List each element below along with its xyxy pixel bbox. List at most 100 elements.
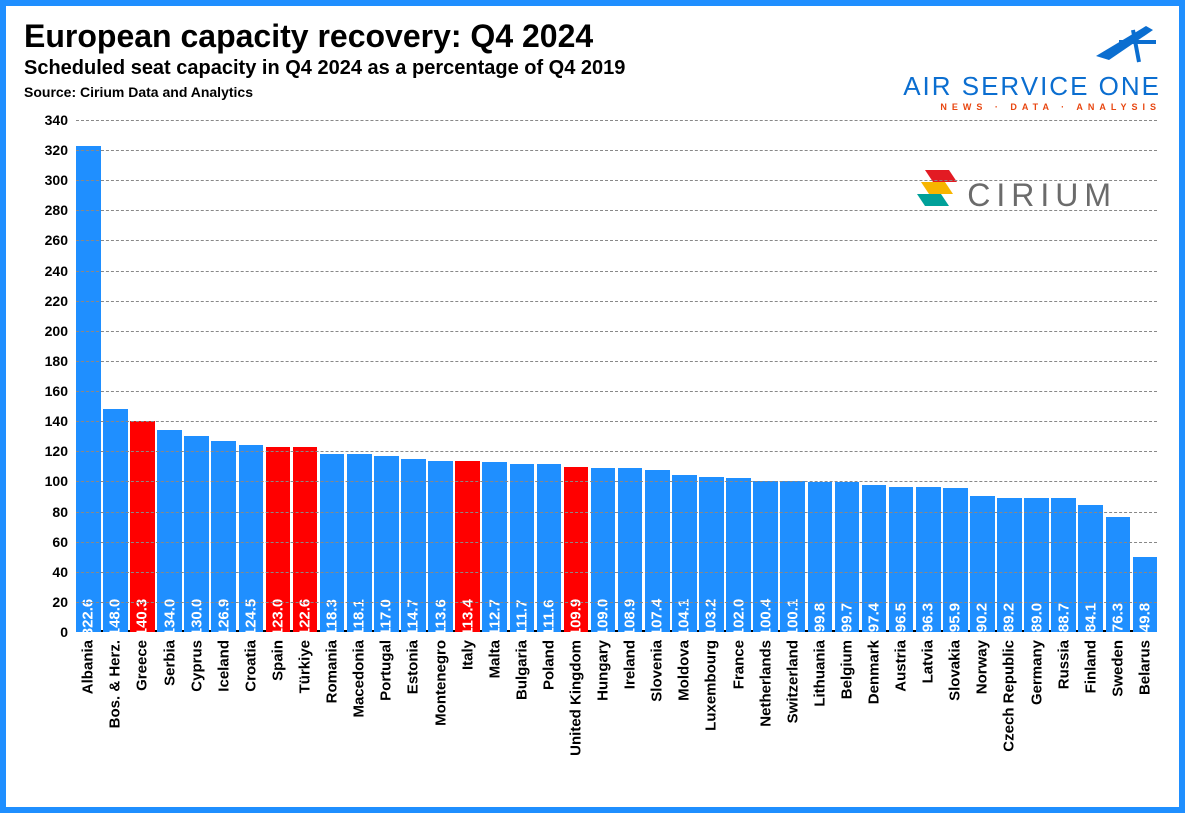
bar: 107.4 bbox=[645, 470, 670, 632]
y-tick-label: 20 bbox=[52, 594, 68, 610]
bar-slot: 322.6 bbox=[76, 120, 101, 632]
y-tick-label: 120 bbox=[45, 443, 68, 459]
y-tick-label: 100 bbox=[45, 473, 68, 489]
bar-slot: 109.9 bbox=[564, 120, 589, 632]
bar-slot: 134.0 bbox=[157, 120, 182, 632]
brand-logo-icon bbox=[903, 18, 1161, 71]
bar-slot: 89.2 bbox=[997, 120, 1022, 632]
bar-slot: 109.0 bbox=[591, 120, 616, 632]
bar: 100.1 bbox=[780, 481, 805, 632]
x-axis-label: Spain bbox=[269, 640, 286, 681]
brand-name: AIR SERVICE ONE bbox=[903, 71, 1161, 102]
header: European capacity recovery: Q4 2024 Sche… bbox=[24, 18, 1161, 112]
x-axis-label: Netherlands bbox=[757, 640, 774, 727]
bar-value-label: 134.0 bbox=[161, 599, 178, 637]
bar-value-label: 99.7 bbox=[838, 603, 855, 632]
bar-slot: 140.3 bbox=[130, 120, 155, 632]
x-axis-label: Belarus bbox=[1136, 640, 1153, 695]
bar-value-label: 123.0 bbox=[269, 599, 286, 637]
x-axis-label: Lithuania bbox=[811, 640, 828, 707]
x-axis-label: Latvia bbox=[920, 640, 937, 683]
y-tick-label: 0 bbox=[60, 624, 68, 640]
bar: 99.7 bbox=[835, 482, 860, 632]
chart-title: European capacity recovery: Q4 2024 bbox=[24, 18, 903, 55]
bar-slot: 76.3 bbox=[1106, 120, 1131, 632]
x-axis-label: Russia bbox=[1055, 640, 1072, 689]
x-axis-label: Moldova bbox=[676, 640, 693, 701]
bar: 96.5 bbox=[889, 487, 914, 632]
bar-value-label: 322.6 bbox=[80, 599, 97, 637]
bar: 89.2 bbox=[997, 498, 1022, 632]
x-axis-label: Greece bbox=[134, 640, 151, 691]
x-axis-label: Czech Republic bbox=[1001, 640, 1018, 752]
bar: 108.9 bbox=[618, 468, 643, 632]
bar-slot: 99.8 bbox=[808, 120, 833, 632]
bar-slot: 96.3 bbox=[916, 120, 941, 632]
gridline bbox=[76, 542, 1157, 543]
bar-value-label: 84.1 bbox=[1082, 603, 1099, 632]
bar-slot: 118.1 bbox=[347, 120, 372, 632]
bar: 100.4 bbox=[753, 481, 778, 632]
x-axis-label: Romania bbox=[324, 640, 341, 703]
bar: 113.4 bbox=[455, 461, 480, 632]
bar-value-label: 102.0 bbox=[730, 599, 747, 637]
bar-value-label: 104.1 bbox=[676, 599, 693, 637]
bar-slot: 100.4 bbox=[753, 120, 778, 632]
x-axis-label: Slovenia bbox=[649, 640, 666, 702]
x-axis-label: United Kingdom bbox=[567, 640, 584, 756]
bar-value-label: 97.4 bbox=[866, 603, 883, 632]
x-axis-label: Italy bbox=[459, 640, 476, 670]
bar: 112.7 bbox=[482, 462, 507, 632]
x-axis-label: Austria bbox=[893, 640, 910, 692]
y-tick-label: 240 bbox=[45, 263, 68, 279]
bar-slot: 84.1 bbox=[1078, 120, 1103, 632]
bar-value-label: 118.1 bbox=[351, 599, 368, 636]
x-axis-label: Croatia bbox=[242, 640, 259, 692]
x-axis-label: Serbia bbox=[161, 640, 178, 686]
y-tick-label: 220 bbox=[45, 293, 68, 309]
y-tick-label: 60 bbox=[52, 534, 68, 550]
y-tick-label: 320 bbox=[45, 142, 68, 158]
x-axis-label: France bbox=[730, 640, 747, 689]
x-axis-label: Estonia bbox=[405, 640, 422, 694]
bar-slot: 123.0 bbox=[266, 120, 291, 632]
bar-value-label: 49.8 bbox=[1136, 603, 1153, 632]
bar-slot: 113.4 bbox=[455, 120, 480, 632]
bar-value-label: 111.6 bbox=[540, 600, 557, 636]
bar: 89.0 bbox=[1024, 498, 1049, 632]
gridline bbox=[76, 361, 1157, 362]
x-axis-label: Cyprus bbox=[188, 640, 205, 692]
bar-slot: 49.8 bbox=[1133, 120, 1158, 632]
gridline bbox=[76, 512, 1157, 513]
plot-region: CIRIUM 322.6148.0140.3134.0130.0126.9124… bbox=[76, 120, 1157, 632]
bar-value-label: 89.2 bbox=[1001, 603, 1018, 632]
bar-value-label: 124.5 bbox=[242, 599, 259, 637]
y-tick-label: 300 bbox=[45, 172, 68, 188]
bar-slot: 100.1 bbox=[780, 120, 805, 632]
bar-slot: 102.0 bbox=[726, 120, 751, 632]
bar-value-label: 96.3 bbox=[920, 603, 937, 632]
y-tick-label: 340 bbox=[45, 112, 68, 128]
bar-slot: 122.6 bbox=[293, 120, 318, 632]
gridline bbox=[76, 271, 1157, 272]
bar-slot: 112.7 bbox=[482, 120, 507, 632]
bar-value-label: 76.3 bbox=[1109, 603, 1126, 632]
y-tick-label: 160 bbox=[45, 383, 68, 399]
bar-value-label: 88.7 bbox=[1055, 603, 1072, 632]
x-axis-label: Sweden bbox=[1109, 640, 1126, 697]
bar: 111.6 bbox=[537, 464, 562, 632]
y-tick-label: 40 bbox=[52, 564, 68, 580]
x-axis-label: Albania bbox=[80, 640, 97, 694]
x-axis-label: Iceland bbox=[215, 640, 232, 692]
gridline bbox=[76, 180, 1157, 181]
bar-value-label: 111.7 bbox=[513, 600, 530, 636]
gridline bbox=[76, 240, 1157, 241]
x-axis-label: Luxembourg bbox=[703, 640, 720, 731]
bar-value-label: 103.2 bbox=[703, 599, 720, 637]
x-axis-label: Bos. & Herz. bbox=[107, 640, 124, 728]
bar-slot: 103.2 bbox=[699, 120, 724, 632]
bar-slot: 90.2 bbox=[970, 120, 995, 632]
gridline bbox=[76, 150, 1157, 151]
bar-value-label: 114.7 bbox=[405, 599, 422, 636]
bar-value-label: 109.0 bbox=[595, 599, 612, 637]
